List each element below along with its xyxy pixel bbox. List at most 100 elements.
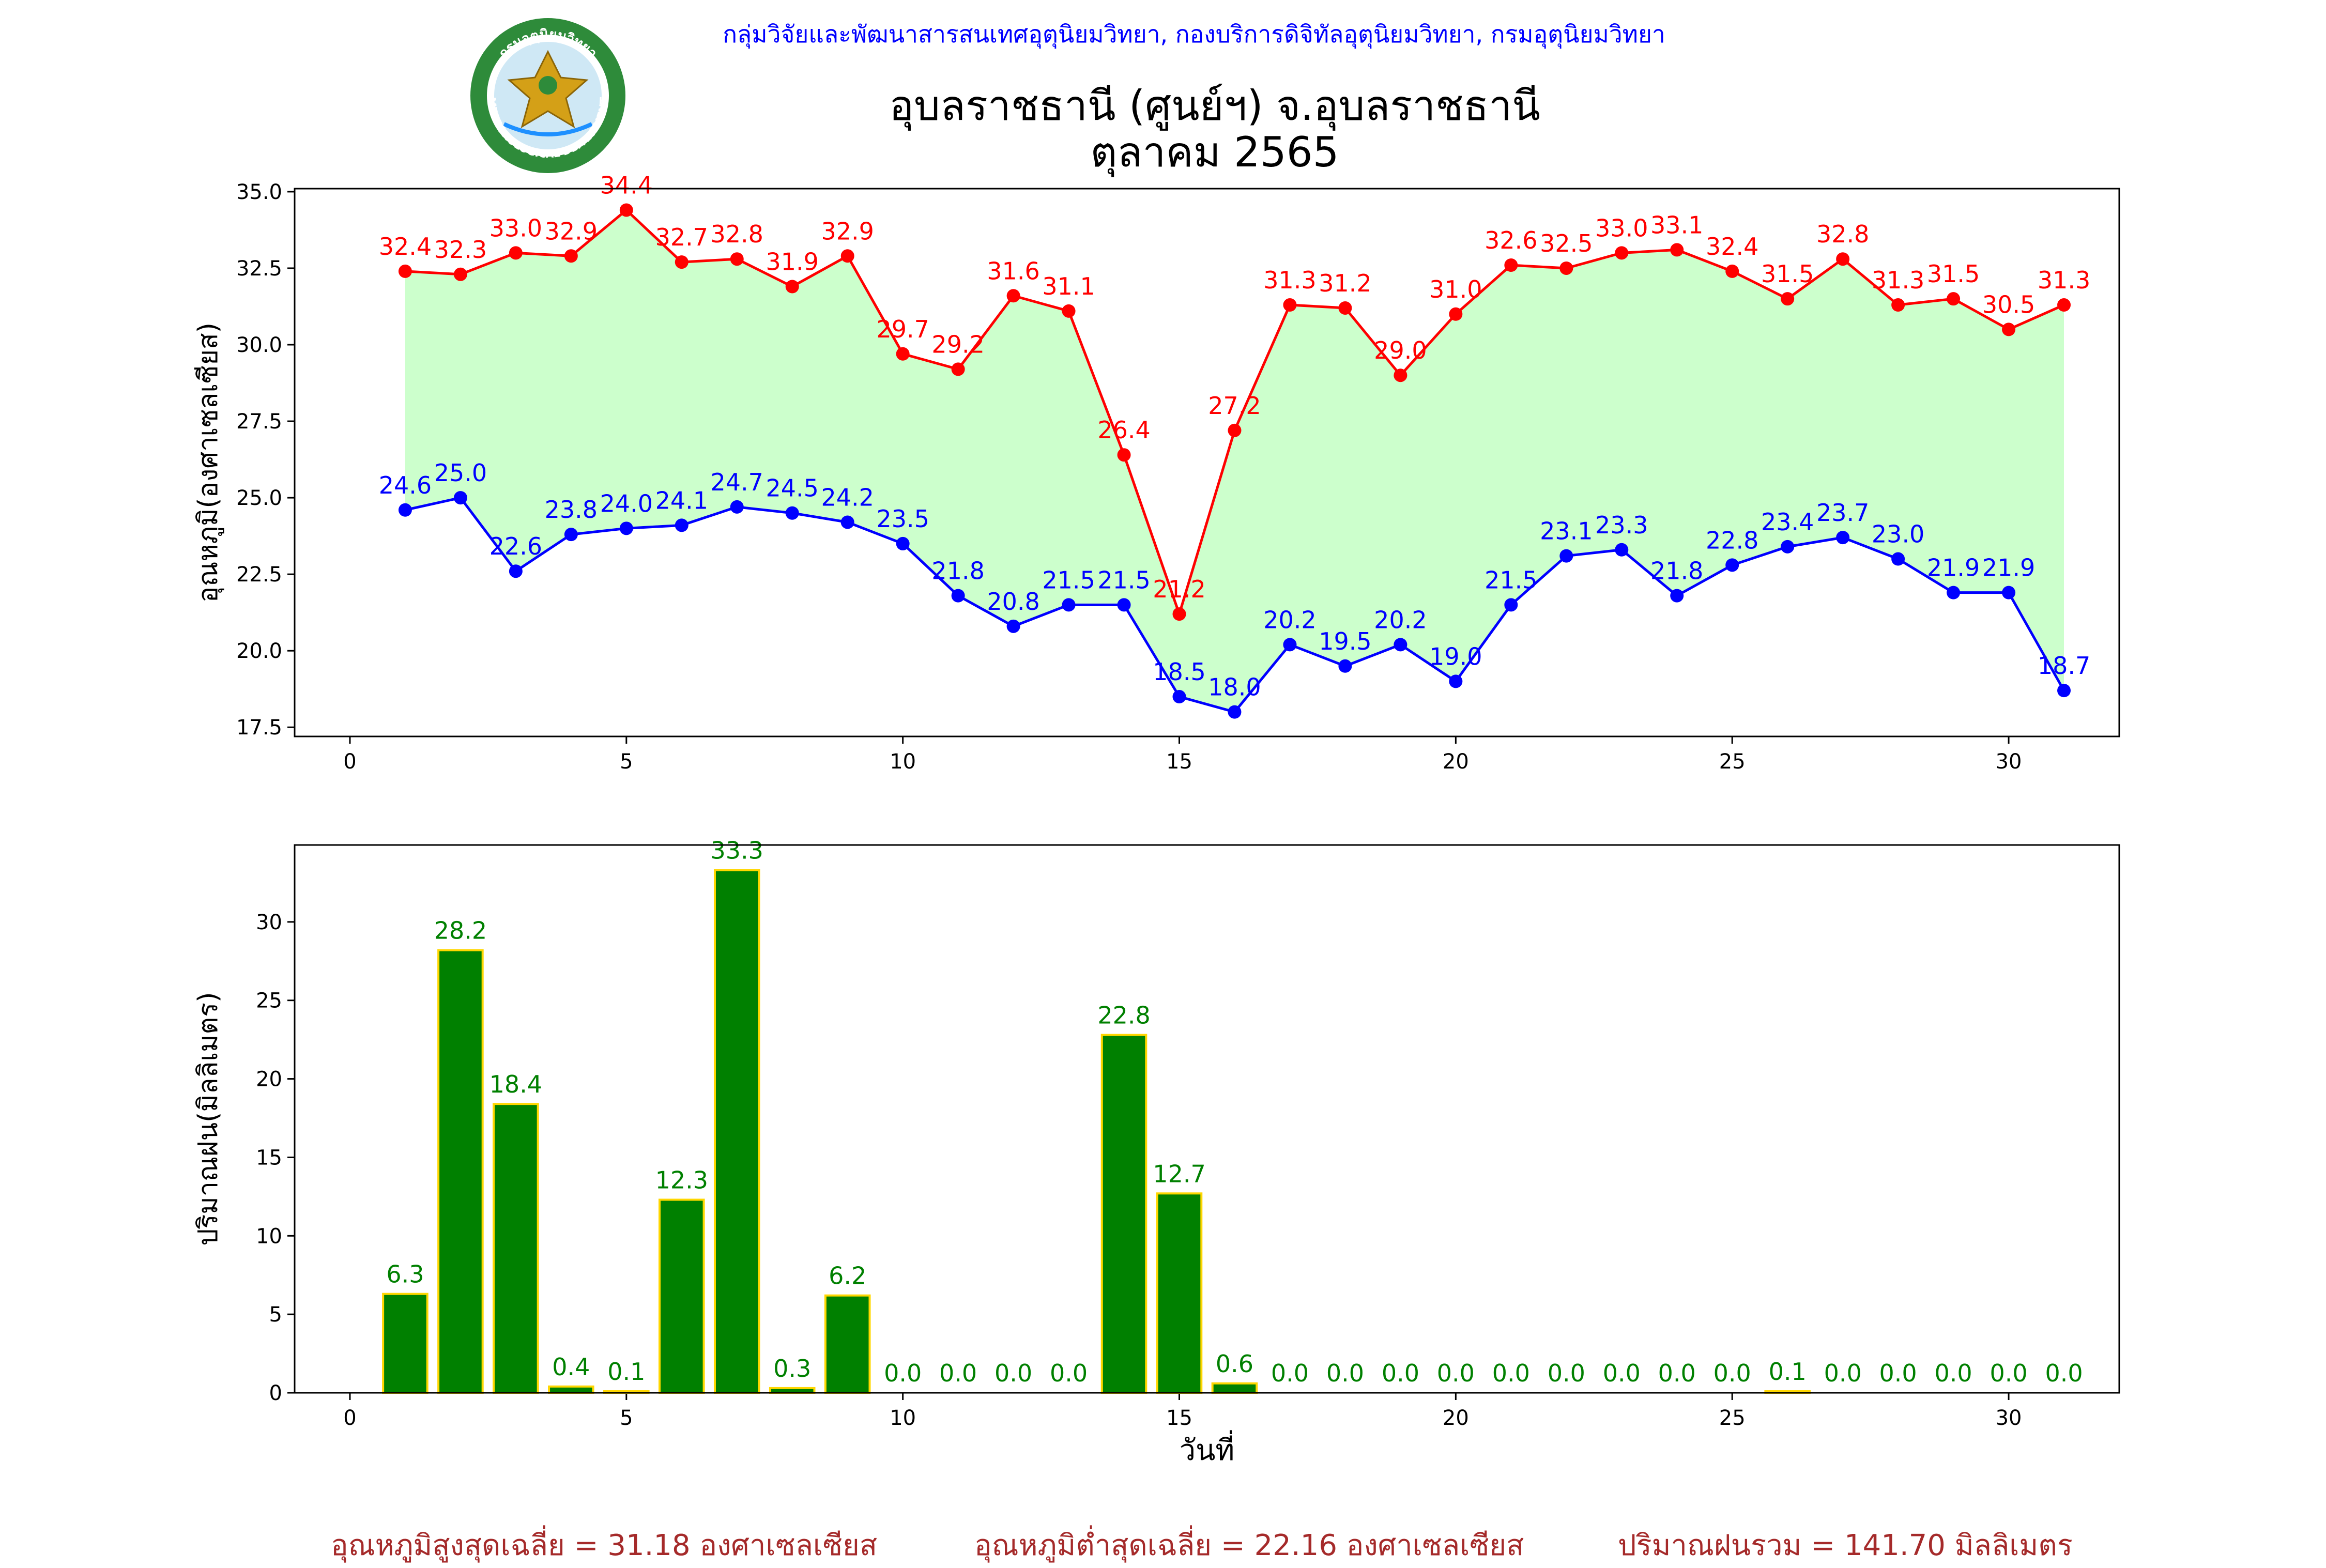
max-temperature-point (2002, 322, 2015, 336)
rainfall-label: 0.0 (1382, 1359, 1419, 1387)
max-temperature-label: 30.5 (1982, 290, 2035, 318)
rainfall-label: 12.7 (1153, 1160, 1205, 1188)
min-temperature-label: 19.0 (1429, 642, 1482, 670)
min-temperature-point (730, 500, 744, 514)
temperature-range-fill (405, 210, 2064, 712)
min-temperature-label: 23.5 (876, 505, 929, 533)
rainfall-label: 0.0 (1603, 1359, 1641, 1387)
rainfall-bar (438, 950, 483, 1393)
max-temperature-label: 26.4 (1097, 416, 1150, 444)
max-temperature-label: 33.0 (489, 214, 542, 242)
rainfall-label: 0.0 (1492, 1359, 1530, 1387)
max-temperature-label: 33.0 (1595, 214, 1648, 242)
max-temperature-label: 32.7 (655, 223, 708, 251)
rainfall-label: 12.3 (655, 1166, 708, 1194)
min-temperature-label: 20.2 (1263, 606, 1316, 634)
max-temperature-point (675, 255, 688, 269)
max-temperature-label: 21.2 (1153, 575, 1205, 603)
min-temperature-label: 21.5 (1485, 566, 1537, 594)
min-temperature-point (454, 491, 467, 504)
rainfall-bar (1213, 1383, 1257, 1393)
max-temperature-label: 31.5 (1927, 260, 1980, 288)
min-temperature-point (1062, 598, 1076, 611)
max-temperature-label: 31.9 (766, 248, 819, 275)
rainfall-label: 0.1 (607, 1358, 645, 1386)
y-tick-label: 27.5 (236, 410, 282, 434)
max-temperature-label: 31.1 (1042, 272, 1095, 300)
y-tick-label: 0 (269, 1381, 282, 1405)
min-temperature-point (1394, 638, 1407, 651)
x-axis-label: วันที่ (1180, 1430, 1235, 1467)
max-temperature-point (1504, 258, 1518, 272)
min-temperature-label: 24.5 (766, 474, 819, 502)
rainfall-label: 28.2 (434, 916, 487, 944)
max-temperature-point (509, 246, 523, 259)
y-tick-label: 22.5 (236, 563, 282, 587)
rainfall-label: 0.1 (1769, 1358, 1807, 1386)
max-temperature-point (1781, 292, 1794, 305)
min-temperature-point (2002, 586, 2015, 599)
max-temperature-label: 31.3 (1263, 266, 1316, 294)
max-temperature-point (1615, 246, 1628, 259)
rainfall-plot: 0 5 10 15 20 25 30051015202530ปริมาณฝน(มิลลิเม… (193, 837, 2119, 1467)
min-temperature-label: 23.1 (1540, 517, 1593, 545)
summary-avg-min: อุณหภูมิต่ำสุดเฉลี่ย = 22.16 องศาเซลเซีย… (974, 1522, 1524, 1568)
rainfall-label: 22.8 (1097, 1002, 1150, 1029)
min-temperature-point (1504, 598, 1518, 611)
rainfall-bar (660, 1200, 704, 1393)
max-temperature-point (786, 280, 799, 293)
min-temperature-point (1891, 552, 1905, 566)
max-temperature-point (1062, 304, 1076, 318)
x-tick-label: 10 (890, 1406, 916, 1430)
min-temperature-point (1559, 549, 1573, 563)
min-temperature-point (1173, 690, 1186, 703)
temperature-plot: 0 5 10 15 20 25 3017.520.022.525.027.530.032.5… (193, 171, 2119, 774)
min-temperature-label: 21.9 (1982, 554, 2035, 582)
y-axis-label: ปริมาณฝน(มิลลิเมตร) (193, 992, 224, 1246)
min-temperature-label: 21.8 (1650, 557, 1703, 585)
rainfall-label: 0.0 (1050, 1359, 1088, 1387)
rainfall-label: 0.3 (773, 1355, 811, 1382)
max-temperature-point (1283, 298, 1296, 312)
min-temperature-point (509, 564, 523, 578)
x-tick-label: 0 (343, 1406, 356, 1430)
rainfall-bar (383, 1294, 427, 1393)
min-temperature-point (896, 537, 910, 550)
min-temperature-label: 22.6 (489, 532, 542, 560)
min-temperature-label: 23.0 (1872, 520, 1924, 548)
rainfall-label: 0.0 (1437, 1359, 1475, 1387)
min-temperature-point (2057, 684, 2071, 697)
max-temperature-point (1670, 243, 1684, 256)
rainfall-bar (549, 1387, 593, 1393)
min-temperature-point (1007, 620, 1020, 633)
y-tick-label: 10 (256, 1224, 282, 1248)
max-temperature-point (1836, 252, 1849, 266)
y-tick-label: 15 (256, 1146, 282, 1170)
rainfall-label: 0.0 (994, 1359, 1032, 1387)
max-temperature-label: 32.6 (1485, 226, 1537, 254)
max-temperature-label: 29.7 (876, 315, 929, 343)
min-temperature-label: 20.8 (987, 588, 1039, 616)
x-tick-label: 30 (1996, 1406, 2022, 1430)
min-temperature-point (1947, 586, 1960, 599)
min-temperature-point (1836, 531, 1849, 544)
min-temperature-point (564, 528, 578, 541)
max-temperature-label: 31.6 (987, 257, 1039, 285)
max-temperature-label: 29.2 (931, 330, 984, 358)
max-temperature-label: 31.3 (2038, 266, 2090, 294)
max-temperature-label: 29.0 (1374, 336, 1427, 364)
x-tick-label: 10 (890, 750, 916, 774)
max-temperature-point (1891, 298, 1905, 312)
min-temperature-point (1449, 674, 1462, 688)
min-temperature-label: 24.2 (821, 483, 874, 511)
min-temperature-point (952, 589, 965, 603)
rainfall-label: 0.0 (1935, 1359, 1972, 1387)
min-temperature-point (675, 518, 688, 532)
y-tick-label: 35.0 (236, 180, 282, 204)
max-temperature-point (730, 252, 744, 266)
rainfall-label: 0.0 (1271, 1359, 1309, 1387)
max-temperature-label: 32.9 (545, 217, 598, 245)
min-temperature-label: 23.4 (1761, 508, 1814, 536)
rainfall-label: 0.0 (1326, 1359, 1364, 1387)
